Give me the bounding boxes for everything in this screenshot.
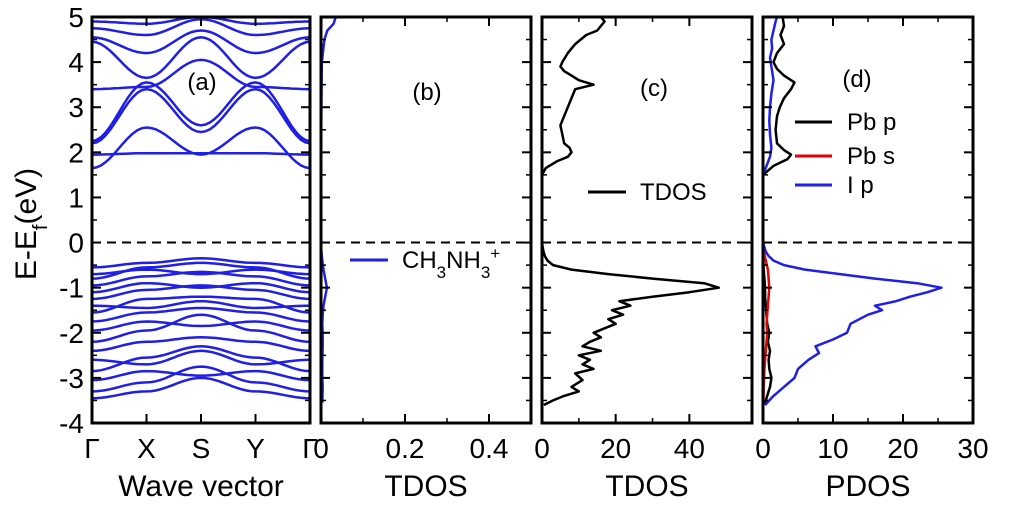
band-line — [92, 295, 310, 314]
band-line — [92, 151, 310, 156]
band-line — [92, 81, 310, 143]
legend-label-part: 3 — [481, 263, 490, 282]
plot-area — [321, 17, 337, 403]
plot-area — [542, 17, 721, 407]
x-tick-label: 20 — [887, 433, 918, 464]
panel-frame — [540, 15, 754, 425]
panel-c: 0 20 40 TDOS (c) TDOS — [534, 15, 754, 503]
x-tick-label: 0 — [755, 433, 771, 464]
dos-line-ch3nh3- — [321, 17, 337, 403]
panel-frame — [319, 15, 533, 425]
legend-label: CH3NH3+ — [402, 244, 500, 282]
x-tick-label: 0 — [534, 433, 550, 464]
panel-tag: (b) — [412, 79, 441, 106]
x-tick-label: 0.4 — [470, 433, 509, 464]
x-axis-label: TDOS — [605, 470, 688, 503]
band-line — [92, 336, 310, 353]
x-tick-label: 0.2 — [386, 433, 425, 464]
dos-line-i-p — [763, 17, 943, 406]
legend-label-part: NH — [446, 247, 481, 274]
k-point-label: Y — [246, 433, 265, 464]
panel-a: Γ X S Y Γ Wave vector (a) — [84, 15, 318, 503]
y-tick-label: -4 — [59, 408, 84, 439]
legend-label-part: + — [490, 244, 500, 263]
x-tick-label: 30 — [957, 433, 988, 464]
y-tick-label: -2 — [59, 318, 84, 349]
band-line — [92, 320, 310, 332]
dos-line-pb-p — [763, 17, 796, 406]
panel-frame — [90, 15, 312, 425]
panel-tag: (a) — [187, 69, 216, 96]
k-point-label: Γ — [84, 433, 99, 464]
panel-d: 0 10 20 30 PDOS (d) Pb p Pb sI p — [755, 15, 989, 503]
band-line — [92, 29, 310, 55]
band-line — [92, 257, 310, 269]
k-point-label: Γ — [302, 433, 317, 464]
band-line — [92, 345, 310, 373]
legend-label: Pb s — [847, 143, 895, 170]
band-line — [92, 281, 310, 294]
legend-label-part: 3 — [437, 263, 446, 282]
y-tick-label: 3 — [68, 92, 84, 123]
band-line — [92, 58, 310, 91]
y-axis-label: E-Ef(eV) — [10, 168, 52, 280]
panel-tag: (d) — [842, 66, 871, 93]
x-axis-label: Wave vector — [118, 470, 284, 503]
x-tick-label: 40 — [674, 433, 705, 464]
legend-label: Pb p — [847, 109, 896, 136]
panel-frame — [761, 15, 975, 425]
band-line — [92, 299, 310, 310]
legend-label: I p — [847, 172, 874, 199]
band-line — [92, 313, 310, 344]
y-tick-label: 2 — [68, 137, 84, 168]
plot-area — [92, 17, 310, 400]
y-tick-label: 1 — [68, 182, 84, 213]
band-line — [92, 306, 310, 323]
y-tick-label: 4 — [68, 47, 84, 78]
legend-label: TDOS — [640, 179, 707, 206]
legend-label-part: CH — [402, 247, 437, 274]
band-line — [92, 349, 310, 366]
band-line — [92, 365, 310, 393]
band-line — [92, 36, 310, 80]
band-line — [92, 376, 310, 400]
band-line — [92, 270, 310, 287]
y-axis-label-tail: (eV) — [10, 168, 43, 225]
x-tick-label: 20 — [600, 433, 631, 464]
y-tick-label: 5 — [68, 2, 84, 33]
y-tick-label: 0 — [68, 228, 84, 259]
y-tick-labels: -4 -3 -2 -1 0 1 2 3 4 5 — [59, 2, 84, 439]
x-tick-label: 0 — [313, 433, 329, 464]
y-tick-label: -1 — [59, 273, 84, 304]
x-axis-label: PDOS — [825, 470, 910, 503]
y-tick-label: -3 — [59, 363, 84, 394]
band-line — [92, 369, 310, 382]
band-line — [92, 284, 310, 301]
y-axis-label-sub: f — [30, 224, 52, 230]
k-point-label: X — [137, 433, 156, 464]
band-line — [92, 87, 310, 145]
dos-line-tdos — [542, 17, 721, 407]
panel-tag: (c) — [640, 75, 668, 102]
k-point-label: S — [192, 433, 211, 464]
band-line — [92, 17, 310, 26]
y-axis-label-main: E-E — [10, 230, 43, 280]
band-line — [92, 268, 310, 276]
x-tick-label: 10 — [817, 433, 848, 464]
band-line — [92, 126, 310, 170]
x-axis-label: TDOS — [384, 470, 467, 503]
